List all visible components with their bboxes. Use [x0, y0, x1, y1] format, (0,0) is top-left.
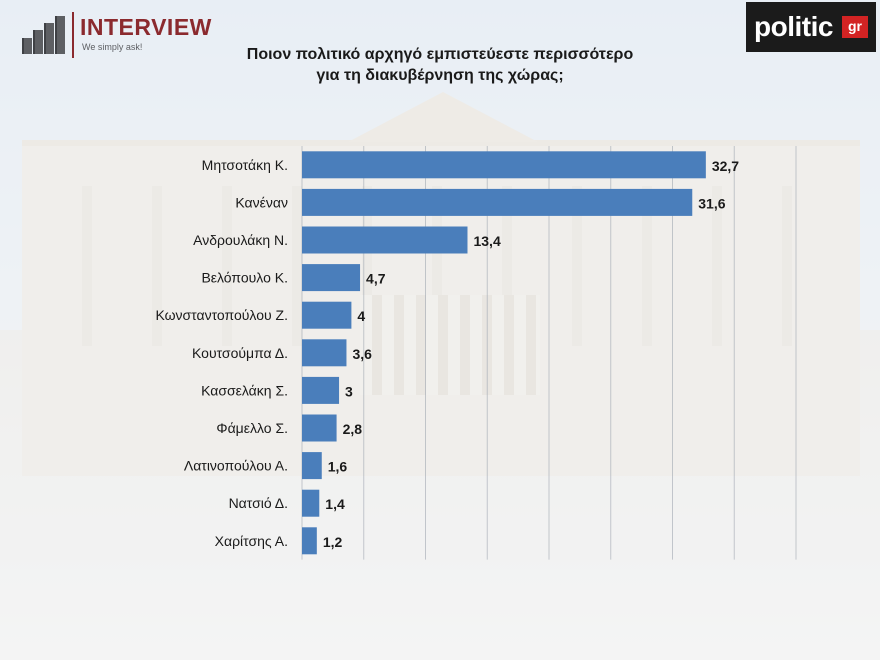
- interview-logo-bars-icon: [22, 16, 66, 54]
- category-label: Κουτσούμπα Δ.: [192, 345, 288, 361]
- value-label: 32,7: [712, 158, 739, 174]
- category-label: Λατινοπούλου Α.: [184, 458, 288, 474]
- bar: [302, 264, 361, 292]
- category-label: Ανδρουλάκη Ν.: [193, 232, 288, 248]
- value-label: 1,6: [328, 459, 348, 475]
- interview-logo-divider: [72, 12, 74, 58]
- chart-category-labels: Μητσοτάκη Κ. Κανέναν Ανδρουλάκη Ν. Βελόπουλ…: [155, 157, 288, 549]
- value-label: 1,2: [323, 534, 343, 550]
- category-label: Βελόπουλο Κ.: [201, 270, 288, 286]
- interview-logo: INTERVIEW We simply ask!: [22, 8, 222, 58]
- interview-logo-text: INTERVIEW: [80, 14, 212, 40]
- category-label: Φάμελλο Σ.: [216, 420, 288, 436]
- politic-logo-text: politic: [754, 11, 833, 42]
- value-label: 3,6: [352, 346, 372, 362]
- category-label: Κανέναν: [235, 194, 288, 210]
- bar: [302, 188, 693, 216]
- value-label: 1,4: [325, 496, 345, 512]
- chart-value-labels: 32,7 31,6 13,4 4,7 4 3,6 3 2,8 1,6 1,4 1,2: [323, 158, 739, 550]
- value-label: 3: [345, 383, 353, 399]
- bar: [302, 376, 340, 404]
- value-label: 4,7: [366, 271, 386, 287]
- politic-logo: politic gr: [746, 2, 876, 52]
- bar: [302, 452, 322, 480]
- bar: [302, 414, 337, 442]
- value-label: 31,6: [698, 195, 725, 211]
- chart-bars: [302, 151, 706, 555]
- politic-logo-badge: gr: [842, 16, 868, 38]
- interview-logo-tagline: We simply ask!: [82, 42, 143, 52]
- chart-title: Ποιον πολιτικό αρχηγό εμπιστεύεστε περισ…: [0, 44, 880, 86]
- bar: [302, 489, 320, 517]
- bar: [302, 339, 347, 367]
- bar: [302, 226, 468, 254]
- category-label: Κωνσταντοπούλου Ζ.: [155, 307, 288, 323]
- value-label: 4: [357, 308, 365, 324]
- category-label: Μητσοτάκη Κ.: [202, 157, 288, 173]
- chart-title-line-2: για τη διακυβέρνηση της χώρας;: [316, 67, 564, 84]
- category-label: Χαρίτσης Α.: [215, 533, 288, 549]
- category-label: Νατσιό Δ.: [229, 495, 288, 511]
- category-label: Κασσελάκη Σ.: [201, 382, 288, 398]
- bar: [302, 151, 706, 179]
- value-label: 2,8: [343, 421, 363, 437]
- chart-title-line-1: Ποιον πολιτικό αρχηγό εμπιστεύεστε περισ…: [246, 46, 634, 63]
- bar: [302, 301, 352, 329]
- bar: [302, 527, 317, 555]
- value-label: 13,4: [473, 233, 500, 249]
